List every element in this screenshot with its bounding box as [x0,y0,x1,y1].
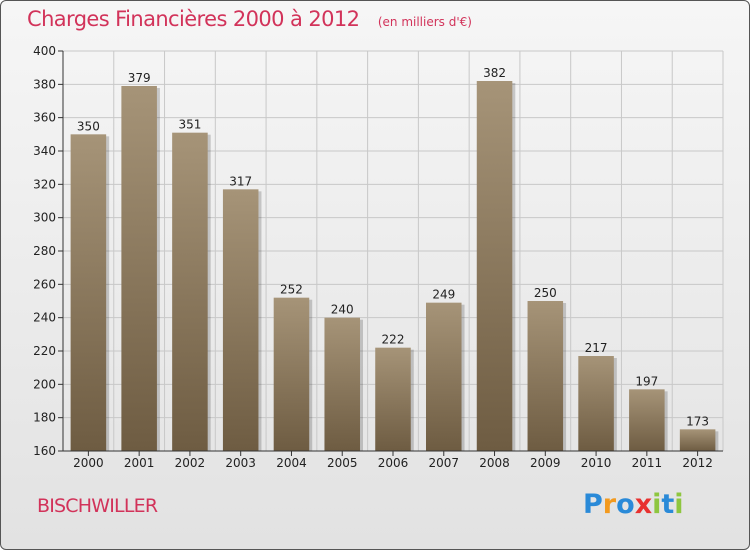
brand-letter: x [634,489,653,520]
x-tick-label: 2000 [73,456,104,470]
y-tick-label: 320 [33,177,56,191]
bar [527,301,564,451]
y-tick-label: 160 [33,444,56,458]
x-tick-label: 2003 [225,456,256,470]
y-tick-label: 280 [33,244,56,258]
bar [70,134,107,452]
bar-value-label: 351 [178,118,201,132]
bar-value-label: 197 [635,374,658,388]
x-tick-label: 2007 [428,456,459,470]
bar-value-label: 173 [686,414,709,428]
city-name: BISCHWILLER [37,495,158,517]
bar-value-label: 317 [229,174,252,188]
bar-value-label: 252 [280,283,303,297]
x-tick-label: 2004 [276,456,307,470]
bar [578,356,614,451]
y-tick-label: 240 [33,311,56,325]
brand-logo: Proxiti [583,489,684,520]
x-tick-label: 2001 [124,456,155,470]
x-tick-label: 2006 [378,456,409,470]
x-tick-label: 2012 [682,456,713,470]
y-tick-label: 300 [33,211,56,225]
x-tick-label: 2011 [632,456,663,470]
x-tick-label: 2005 [327,456,358,470]
bar-value-label: 222 [382,333,405,347]
bar-value-label: 382 [483,66,506,80]
bar [629,389,665,451]
x-tick-label: 2002 [175,456,206,470]
bar [324,317,360,451]
y-tick-label: 340 [33,144,56,158]
brand-letter: r [602,489,617,520]
brand-letter: i [674,489,684,520]
y-tick-label: 260 [33,277,56,291]
title-row: Charges Financières 2000 à 2012 (en mill… [27,7,472,31]
bars [70,81,719,452]
bar [375,347,411,451]
bar-value-label: 240 [331,303,354,317]
bar-value-label: 217 [585,341,608,355]
data-labels: 350 379 351 317 252 240 222 249 382 250 217 197 173 [77,66,709,428]
bar [476,81,513,451]
chart-subtitle: (en milliers d'€) [377,15,472,29]
y-tick-label: 200 [33,377,56,391]
brand-letter: o [616,489,635,520]
x-tick-label: 2009 [530,456,561,470]
y-tick-label: 220 [33,344,56,358]
axes: 160 180 200 220 240 260 280 300 320 340 360 380 400 2… [33,44,723,470]
brand-letter: P [583,489,603,520]
y-tick-label: 380 [33,77,56,91]
bar-value-label: 379 [128,71,151,85]
y-tick-label: 180 [33,411,56,425]
bar-value-label: 249 [432,288,455,302]
bar [426,302,462,451]
bar [679,429,716,451]
bar-value-label: 350 [77,119,100,133]
y-tick-label: 360 [33,111,56,125]
bar [121,86,157,451]
chart-title: Charges Financières 2000 à 2012 [27,7,360,31]
bar [273,297,310,451]
bar [172,132,208,451]
y-tick-label: 400 [33,44,56,58]
brand-letter: t [661,489,675,520]
bar-value-label: 250 [534,286,557,300]
bar [222,189,259,452]
x-tick-label: 2010 [581,456,612,470]
brand-letter: i [652,489,662,520]
x-tick-label: 2008 [479,456,510,470]
